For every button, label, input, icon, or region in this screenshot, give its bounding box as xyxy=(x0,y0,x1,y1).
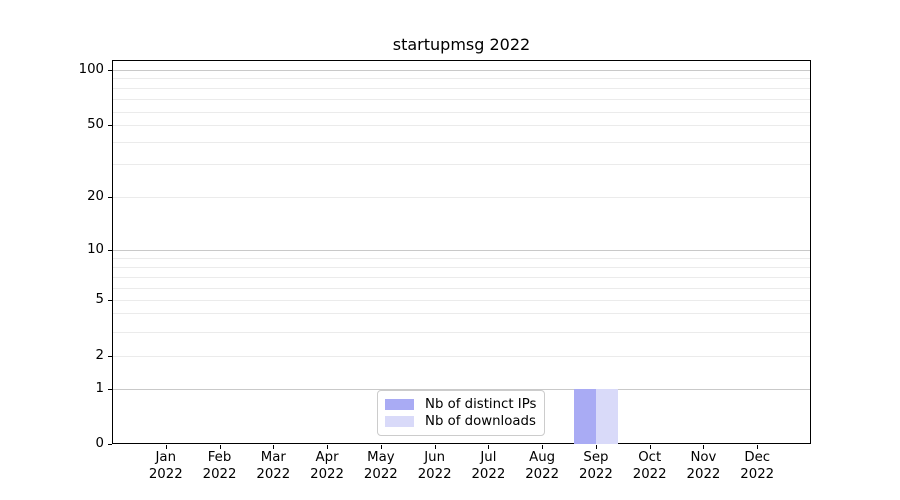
x-tick-month: Nov xyxy=(690,450,717,465)
x-tick-month: Apr xyxy=(315,450,339,465)
x-tick-month: Mar xyxy=(260,450,286,465)
x-tick xyxy=(649,445,651,449)
y-grid-minor-line xyxy=(113,142,810,143)
x-tick-month: Oct xyxy=(638,450,662,465)
plot-area xyxy=(112,60,811,444)
x-tick xyxy=(488,445,490,449)
x-tick-month: Aug xyxy=(529,450,556,465)
y-grid-minor-line xyxy=(113,267,810,268)
y-tick xyxy=(108,125,112,126)
chart-title: startupmsg 2022 xyxy=(392,35,531,54)
legend-item: Nb of downloads xyxy=(385,413,536,430)
legend-label: Nb of downloads xyxy=(425,414,536,429)
y-grid-minor-line xyxy=(113,356,810,357)
x-tick xyxy=(434,445,436,449)
x-tick-month: Feb xyxy=(207,450,232,465)
x-tick-label: May 2022 xyxy=(341,449,421,483)
x-tick-month: Jun xyxy=(424,450,445,465)
y-grid-minor-line xyxy=(113,332,810,333)
y-tick-label: 100 xyxy=(78,62,104,77)
y-tick xyxy=(108,197,112,198)
x-tick-year: 2022 xyxy=(632,467,667,482)
y-grid-major-line xyxy=(113,250,810,251)
x-tick-year: 2022 xyxy=(579,467,613,482)
y-tick-label: 10 xyxy=(87,242,104,257)
y-grid-minor-line xyxy=(113,88,810,89)
y-grid-minor-line xyxy=(113,197,810,198)
x-tick-label: Nov 2022 xyxy=(663,449,743,483)
x-tick-year: 2022 xyxy=(525,467,560,482)
x-tick-month: Dec xyxy=(744,450,771,465)
legend-label: Nb of distinct IPs xyxy=(425,397,537,412)
legend: Nb of distinct IPs Nb of downloads xyxy=(377,390,545,436)
y-tick-label: 50 xyxy=(87,117,104,132)
x-tick-month: Sep xyxy=(583,450,609,465)
x-tick xyxy=(595,445,597,449)
y-grid-minor-line xyxy=(113,125,810,126)
x-tick-label: Dec 2022 xyxy=(717,449,797,483)
y-grid-minor-line xyxy=(113,99,810,100)
y-grid-major-line xyxy=(113,70,810,71)
y-tick-label: 5 xyxy=(95,292,104,307)
x-tick xyxy=(757,445,759,449)
x-tick xyxy=(219,445,221,449)
legend-swatch xyxy=(385,399,414,410)
x-tick-year: 2022 xyxy=(471,467,506,482)
y-grid-minor-line xyxy=(113,78,810,79)
x-tick-month: Jul xyxy=(480,450,497,465)
y-tick xyxy=(108,389,112,390)
x-tick-label: Jul 2022 xyxy=(448,449,528,483)
y-tick xyxy=(108,250,112,251)
x-tick-year: 2022 xyxy=(417,467,452,482)
y-tick xyxy=(108,444,112,445)
y-tick xyxy=(108,300,112,301)
y-tick xyxy=(108,70,112,71)
x-tick-year: 2022 xyxy=(256,467,291,482)
x-tick-month: May xyxy=(367,450,395,465)
x-tick xyxy=(165,445,167,449)
bar-downloads xyxy=(595,389,618,444)
x-tick-label: Jan 2022 xyxy=(126,449,206,483)
bar-distinct-ips xyxy=(573,389,596,444)
legend-swatch xyxy=(385,416,414,427)
x-tick xyxy=(327,445,329,449)
y-tick xyxy=(108,356,112,357)
y-grid-minor-line xyxy=(113,288,810,289)
x-tick-label: Feb 2022 xyxy=(180,449,260,483)
y-tick-label: 20 xyxy=(87,189,104,204)
y-grid-major-line xyxy=(113,389,810,390)
x-tick xyxy=(703,445,705,449)
x-tick-label: Oct 2022 xyxy=(610,449,690,483)
y-grid-minor-line xyxy=(113,112,810,113)
y-grid-minor-line xyxy=(113,277,810,278)
x-tick-label: Jun 2022 xyxy=(395,449,475,483)
x-tick-year: 2022 xyxy=(686,467,721,482)
y-grid-minor-line xyxy=(113,300,810,301)
y-tick-label: 1 xyxy=(95,381,104,396)
y-tick-label: 0 xyxy=(95,436,104,451)
x-tick-year: 2022 xyxy=(363,467,398,482)
x-tick-month: Jan xyxy=(155,450,177,465)
x-tick-label: Sep 2022 xyxy=(556,449,636,483)
y-grid-minor-line xyxy=(113,164,810,165)
x-tick xyxy=(380,445,382,449)
x-tick-year: 2022 xyxy=(740,467,775,482)
legend-item: Nb of distinct IPs xyxy=(385,396,536,413)
x-tick-year: 2022 xyxy=(202,467,237,482)
x-tick-label: Apr 2022 xyxy=(287,449,367,483)
x-tick-year: 2022 xyxy=(310,467,344,482)
x-tick xyxy=(273,445,275,449)
y-grid-minor-line xyxy=(113,313,810,314)
y-grid-minor-line xyxy=(113,258,810,259)
y-tick-label: 2 xyxy=(95,348,104,363)
x-tick-year: 2022 xyxy=(148,467,183,482)
x-tick-label: Mar 2022 xyxy=(233,449,313,483)
x-tick xyxy=(542,445,544,449)
x-tick-label: Aug 2022 xyxy=(502,449,582,483)
